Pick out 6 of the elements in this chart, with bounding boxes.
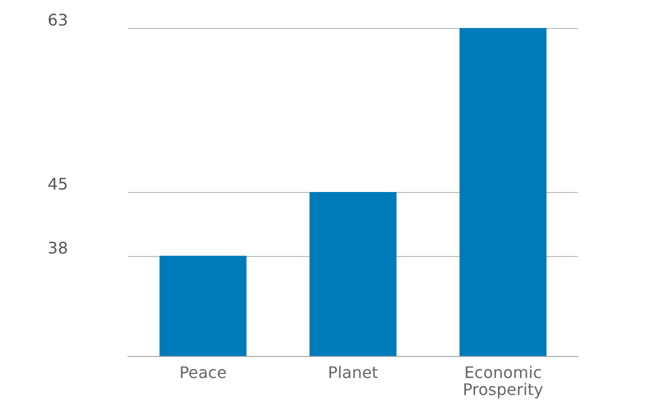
x-tick-label: Planet bbox=[328, 363, 378, 382]
x-tick-label: Economic Prosperity bbox=[462, 363, 544, 399]
y-tick-label: 63 bbox=[48, 10, 68, 30]
x-tick-label: Peace bbox=[179, 363, 227, 382]
y-tick-label: 45 bbox=[48, 174, 68, 194]
y-tick-label: 38 bbox=[48, 238, 68, 258]
